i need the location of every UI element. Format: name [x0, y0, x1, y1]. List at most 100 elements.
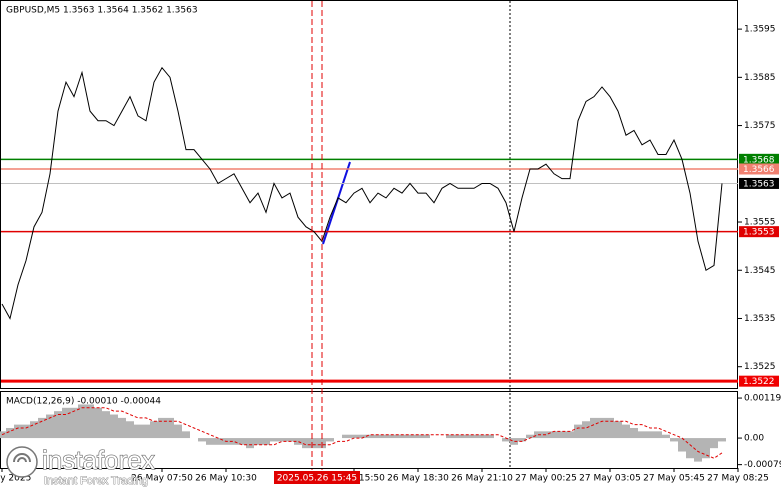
macd-bar — [142, 424, 150, 439]
macd-bar — [630, 427, 638, 439]
macd-bar — [78, 404, 86, 439]
macd-bar — [238, 438, 246, 445]
macd-bar — [694, 438, 702, 462]
macd-bar — [534, 431, 542, 439]
macd-bar — [14, 424, 22, 439]
macd-bar — [286, 438, 294, 442]
macd-bar — [214, 438, 222, 445]
macd-bar — [118, 417, 126, 439]
level-label: 1.3563 — [743, 179, 775, 189]
macd-bar — [374, 434, 382, 439]
macd-bar — [422, 434, 430, 439]
macd-bar — [326, 438, 334, 442]
macd-bar — [310, 438, 318, 449]
macd-bar — [614, 421, 622, 439]
trend-line — [322, 161, 351, 245]
x-tick-label: 26 May 18:30 — [387, 474, 449, 484]
macd-bar — [558, 431, 566, 439]
macd-bar — [22, 424, 30, 439]
y-tick-label: 1.3595 — [744, 25, 776, 35]
macd-panel — [0, 391, 738, 469]
macd-bar — [198, 438, 206, 442]
macd-bar — [86, 404, 94, 439]
x-tick-label: 27 May 05:45 — [643, 474, 705, 484]
macd-bar — [6, 427, 14, 439]
macd-bar — [54, 411, 62, 439]
macd-bar — [678, 438, 686, 452]
macd-bar — [254, 438, 262, 445]
logo: instaforex Instant Forex Trading — [6, 444, 155, 487]
macd-bar — [134, 424, 142, 439]
macd-bar — [158, 417, 166, 439]
macd-bar — [294, 438, 302, 445]
macd-bar — [246, 438, 254, 449]
macd-bar — [462, 434, 470, 439]
signal-line — [1, 407, 723, 459]
level-label: 1.3566 — [743, 165, 775, 175]
logo-tagline: Instant Forex Trading — [44, 475, 148, 487]
macd-bar — [702, 438, 710, 459]
macd-bar — [150, 421, 158, 439]
y-tick-label: 1.3535 — [744, 314, 776, 324]
macd-bar — [582, 421, 590, 439]
macd-bar — [206, 438, 214, 445]
macd-bar — [70, 407, 78, 439]
x-tick-label: 26 May 07:50 — [131, 474, 193, 484]
macd-bar — [94, 407, 102, 439]
macd-bar — [62, 407, 70, 439]
price-line — [1, 66, 723, 320]
macd-bar — [446, 434, 454, 439]
macd-bar — [550, 431, 558, 439]
macd-bar — [174, 424, 182, 439]
price-panel — [0, 0, 738, 389]
chart-title: GBPUSD,M5 1.3563 1.3564 1.3562 1.3563 — [6, 6, 198, 16]
macd-bar — [654, 431, 662, 439]
x-tick-label: 26 May 21:10 — [451, 474, 513, 484]
macd-bar — [102, 411, 110, 439]
macd-bar — [670, 438, 678, 442]
y-tick-label: 0.00 — [744, 434, 764, 444]
macd-bar — [622, 424, 630, 439]
macd-bar — [526, 434, 534, 439]
macd-bar — [598, 417, 606, 439]
macd-bar — [414, 434, 422, 439]
macd-bar — [518, 438, 526, 442]
macd-bar — [710, 438, 718, 449]
level-label: 1.3553 — [743, 228, 775, 238]
macd-bar — [398, 434, 406, 439]
level-box — [739, 226, 779, 238]
logo-icon-arc — [13, 453, 31, 463]
macd-bar — [638, 431, 646, 439]
y-tick-label: 1.3545 — [744, 266, 776, 276]
macd-bar — [166, 417, 174, 439]
y-tick-label: 1.3555 — [744, 218, 776, 228]
macd-bar — [606, 417, 614, 439]
level-label: 1.3568 — [743, 155, 775, 165]
macd-bar — [478, 434, 486, 439]
macd-bar — [718, 438, 726, 442]
macd-bar — [574, 424, 582, 439]
macd-bar — [262, 438, 270, 445]
macd-title: MACD(12,26,9) -0.00010 -0.00044 — [6, 397, 161, 407]
macd-bar — [278, 438, 286, 442]
macd-bar — [662, 434, 670, 439]
macd-bar — [342, 434, 350, 439]
macd-bar — [230, 438, 238, 445]
logo-name: instaforex — [42, 445, 155, 475]
x-tick-label: 27 May 03:05 — [579, 474, 641, 484]
macd-bar — [302, 438, 310, 449]
x-tick-label: 27 May 08:25 — [707, 474, 769, 484]
level-box — [739, 163, 779, 175]
macd-bar — [590, 417, 598, 439]
level-box — [739, 177, 779, 189]
y-tick-label: 0.00119 — [744, 394, 781, 404]
y-tick-label: 1.3585 — [744, 73, 776, 83]
macd-bar — [566, 431, 574, 439]
macd-bar — [46, 414, 54, 439]
macd-bar — [454, 434, 462, 439]
macd-bar — [358, 434, 366, 439]
macd-bar — [350, 434, 358, 439]
macd-bar — [382, 434, 390, 439]
logo-icon — [6, 446, 38, 478]
macd-bar — [38, 417, 46, 439]
